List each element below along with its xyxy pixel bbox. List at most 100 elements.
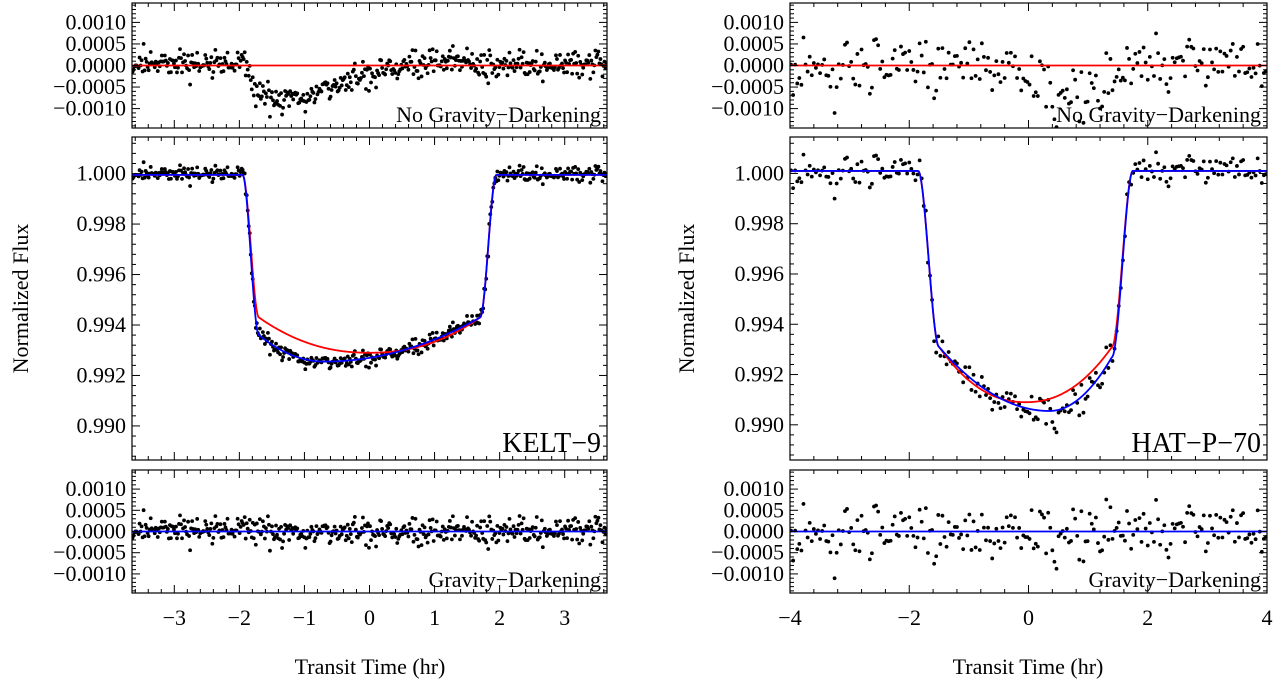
data-point — [263, 101, 267, 106]
data-point — [142, 175, 147, 180]
data-point — [264, 91, 268, 96]
data-point — [940, 513, 945, 518]
x-tick-label: −2 — [898, 605, 921, 630]
data-point — [448, 525, 453, 530]
data-point — [1253, 173, 1258, 178]
data-point — [275, 532, 279, 537]
data-point — [944, 76, 949, 81]
data-point — [1096, 98, 1100, 103]
data-point — [905, 534, 910, 538]
data-point — [880, 525, 885, 530]
data-point — [347, 526, 352, 531]
y-tick-label: 0.0005 — [724, 497, 785, 522]
data-point — [917, 158, 922, 163]
data-point — [505, 73, 510, 78]
data-point — [182, 52, 186, 57]
data-point — [1133, 518, 1138, 522]
data-point — [959, 532, 963, 537]
data-point — [332, 78, 337, 82]
data-point — [1029, 394, 1034, 399]
data-point — [1187, 37, 1192, 42]
data-point — [235, 165, 240, 170]
data-point — [554, 53, 558, 58]
data-point — [187, 175, 192, 180]
y-tick-label: 0.994 — [735, 311, 785, 336]
data-point — [988, 396, 993, 401]
data-point — [558, 166, 562, 171]
data-point — [1241, 511, 1246, 516]
data-point — [1185, 158, 1190, 162]
plot-area — [790, 497, 1267, 581]
data-point — [878, 171, 883, 175]
data-point — [242, 50, 247, 55]
data-point — [415, 69, 420, 73]
data-point — [352, 61, 357, 66]
data-point — [260, 330, 265, 335]
data-point — [141, 160, 146, 165]
data-point — [474, 66, 479, 71]
data-point — [187, 68, 192, 73]
data-point — [445, 58, 450, 63]
data-point — [1029, 508, 1034, 513]
data-point — [828, 550, 833, 555]
data-point — [1212, 67, 1217, 72]
data-point — [1154, 498, 1158, 502]
data-point — [797, 176, 802, 181]
data-point — [936, 513, 941, 517]
data-point — [394, 526, 399, 531]
data-point — [888, 538, 893, 543]
data-point — [1015, 535, 1019, 540]
data-point — [1019, 546, 1024, 550]
data-point — [1218, 49, 1223, 54]
data-point — [182, 518, 186, 523]
data-point — [421, 532, 426, 536]
data-point — [1137, 161, 1142, 165]
data-point — [264, 526, 268, 531]
data-point — [144, 59, 149, 64]
data-point — [208, 527, 213, 531]
data-point — [257, 326, 262, 331]
data-point — [470, 52, 474, 56]
data-point — [855, 518, 860, 523]
x-tick-label: −3 — [163, 605, 186, 630]
data-point — [1098, 385, 1102, 390]
data-point — [144, 526, 149, 530]
data-point — [1181, 58, 1185, 63]
data-point — [314, 356, 319, 360]
data-point — [1181, 524, 1185, 529]
data-point — [996, 539, 1001, 543]
data-point — [1096, 541, 1100, 545]
data-point — [965, 61, 970, 66]
data-point — [859, 159, 864, 164]
data-point — [998, 546, 1003, 551]
data-point — [440, 524, 445, 529]
data-point — [936, 334, 941, 339]
data-point — [159, 519, 164, 524]
data-point — [297, 100, 302, 105]
data-point — [1162, 523, 1167, 528]
data-point — [325, 357, 330, 361]
data-point — [241, 523, 246, 527]
data-point — [1006, 60, 1011, 65]
data-point — [1259, 181, 1264, 185]
data-point — [488, 519, 493, 524]
data-point — [343, 88, 348, 92]
data-point — [874, 37, 878, 41]
data-point — [488, 53, 493, 58]
data-point — [982, 525, 986, 530]
data-point — [175, 536, 179, 541]
data-point — [1129, 81, 1134, 86]
data-point — [1162, 165, 1167, 170]
data-point — [407, 521, 412, 526]
data-point — [487, 514, 492, 519]
data-point — [1033, 541, 1038, 546]
data-point — [845, 155, 849, 160]
data-point — [393, 71, 398, 75]
data-point — [162, 167, 167, 171]
data-point — [477, 538, 482, 543]
data-point — [539, 518, 544, 523]
data-point — [1203, 83, 1208, 88]
data-point — [851, 76, 856, 81]
data-point — [565, 176, 569, 181]
data-point — [410, 337, 415, 342]
